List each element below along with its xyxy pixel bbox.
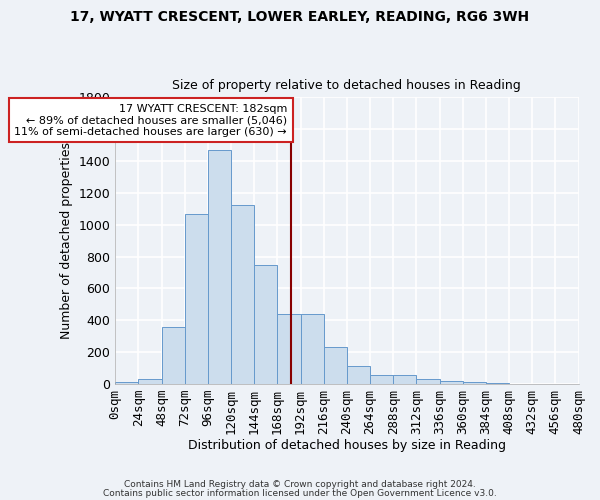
Bar [416, 378, 440, 384]
Bar [161, 326, 185, 384]
Bar [393, 376, 416, 384]
Bar [231, 205, 254, 384]
Bar [139, 378, 161, 384]
Bar [323, 348, 347, 384]
Y-axis label: Number of detached properties: Number of detached properties [60, 142, 73, 339]
Text: Contains public sector information licensed under the Open Government Licence v3: Contains public sector information licen… [103, 488, 497, 498]
Text: Contains HM Land Registry data © Crown copyright and database right 2024.: Contains HM Land Registry data © Crown c… [124, 480, 476, 489]
Bar [347, 366, 370, 384]
Bar [185, 214, 208, 384]
Text: 17, WYATT CRESCENT, LOWER EARLEY, READING, RG6 3WH: 17, WYATT CRESCENT, LOWER EARLEY, READIN… [70, 10, 530, 24]
Title: Size of property relative to detached houses in Reading: Size of property relative to detached ho… [172, 79, 521, 92]
Bar [440, 381, 463, 384]
Bar [301, 314, 323, 384]
Bar [115, 382, 139, 384]
X-axis label: Distribution of detached houses by size in Reading: Distribution of detached houses by size … [188, 440, 506, 452]
Text: 17 WYATT CRESCENT: 182sqm
← 89% of detached houses are smaller (5,046)
11% of se: 17 WYATT CRESCENT: 182sqm ← 89% of detac… [14, 104, 287, 137]
Bar [463, 382, 486, 384]
Bar [208, 150, 231, 384]
Bar [370, 376, 393, 384]
Bar [277, 314, 301, 384]
Bar [254, 264, 277, 384]
